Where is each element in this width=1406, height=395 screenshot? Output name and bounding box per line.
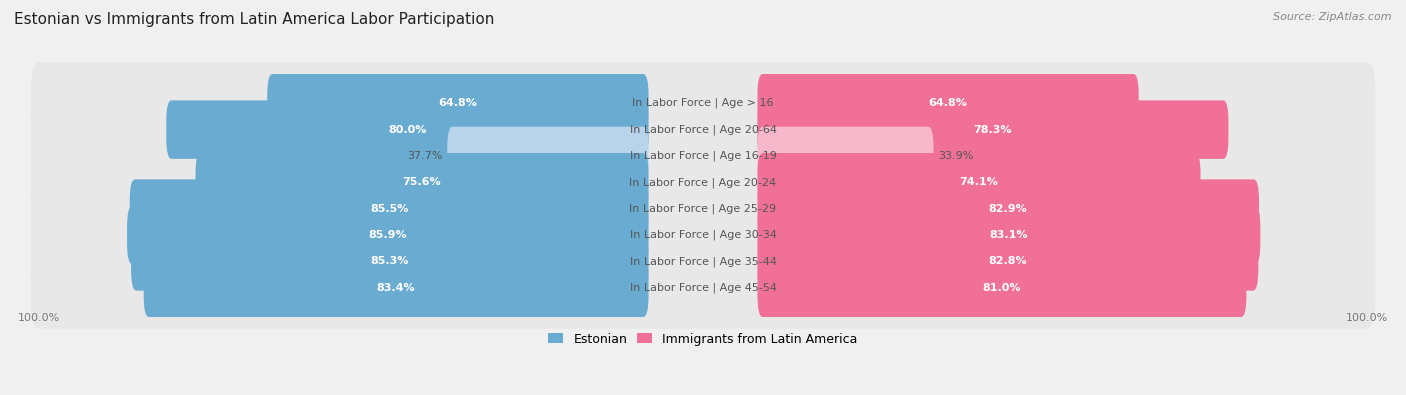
FancyBboxPatch shape: [31, 220, 1375, 303]
FancyBboxPatch shape: [758, 74, 1139, 132]
Text: 33.9%: 33.9%: [938, 151, 973, 161]
FancyBboxPatch shape: [31, 194, 1375, 276]
FancyBboxPatch shape: [31, 246, 1375, 329]
Text: In Labor Force | Age 45-54: In Labor Force | Age 45-54: [630, 282, 776, 293]
Text: 75.6%: 75.6%: [402, 177, 441, 187]
FancyBboxPatch shape: [131, 232, 648, 291]
FancyBboxPatch shape: [31, 115, 1375, 197]
FancyBboxPatch shape: [758, 258, 1246, 317]
Text: In Labor Force | Age 25-29: In Labor Force | Age 25-29: [630, 203, 776, 214]
Text: In Labor Force | Age 35-44: In Labor Force | Age 35-44: [630, 256, 776, 267]
FancyBboxPatch shape: [166, 100, 648, 159]
Text: In Labor Force | Age 20-24: In Labor Force | Age 20-24: [630, 177, 776, 188]
FancyBboxPatch shape: [31, 88, 1375, 171]
Text: 80.0%: 80.0%: [388, 124, 426, 135]
Text: 82.9%: 82.9%: [988, 204, 1028, 214]
Text: 82.8%: 82.8%: [988, 256, 1028, 266]
FancyBboxPatch shape: [143, 258, 648, 317]
Text: 85.3%: 85.3%: [371, 256, 409, 266]
FancyBboxPatch shape: [758, 206, 1260, 264]
FancyBboxPatch shape: [758, 179, 1258, 238]
FancyBboxPatch shape: [758, 153, 1201, 212]
Text: 85.5%: 85.5%: [370, 204, 408, 214]
FancyBboxPatch shape: [758, 127, 934, 185]
FancyBboxPatch shape: [31, 62, 1375, 144]
FancyBboxPatch shape: [195, 153, 648, 212]
FancyBboxPatch shape: [31, 167, 1375, 250]
Text: 83.4%: 83.4%: [377, 283, 415, 293]
FancyBboxPatch shape: [758, 100, 1229, 159]
FancyBboxPatch shape: [267, 74, 648, 132]
Text: 64.8%: 64.8%: [929, 98, 967, 108]
Legend: Estonian, Immigrants from Latin America: Estonian, Immigrants from Latin America: [543, 327, 863, 350]
Text: Estonian vs Immigrants from Latin America Labor Participation: Estonian vs Immigrants from Latin Americ…: [14, 12, 495, 27]
Text: 81.0%: 81.0%: [983, 283, 1021, 293]
FancyBboxPatch shape: [129, 179, 648, 238]
Text: Source: ZipAtlas.com: Source: ZipAtlas.com: [1274, 12, 1392, 22]
Text: In Labor Force | Age 30-34: In Labor Force | Age 30-34: [630, 230, 776, 240]
Text: In Labor Force | Age > 16: In Labor Force | Age > 16: [633, 98, 773, 109]
FancyBboxPatch shape: [447, 127, 648, 185]
Text: In Labor Force | Age 16-19: In Labor Force | Age 16-19: [630, 151, 776, 161]
Text: 74.1%: 74.1%: [960, 177, 998, 187]
Text: 37.7%: 37.7%: [408, 151, 443, 161]
FancyBboxPatch shape: [758, 232, 1258, 291]
FancyBboxPatch shape: [31, 141, 1375, 224]
Text: 78.3%: 78.3%: [974, 124, 1012, 135]
Text: 83.1%: 83.1%: [990, 230, 1028, 240]
Text: 85.9%: 85.9%: [368, 230, 408, 240]
Text: In Labor Force | Age 20-64: In Labor Force | Age 20-64: [630, 124, 776, 135]
Text: 64.8%: 64.8%: [439, 98, 477, 108]
FancyBboxPatch shape: [127, 206, 648, 264]
